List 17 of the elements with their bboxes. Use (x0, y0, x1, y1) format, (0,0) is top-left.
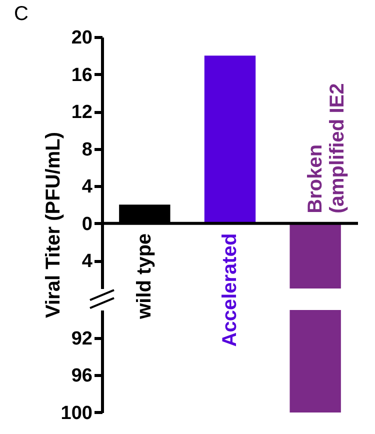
bar (290, 223, 341, 289)
x-tick-label: Broken (amplified IE2 (304, 83, 348, 214)
y-tick-label: 96 (71, 366, 92, 387)
y-axis-title: Viral Titer (PFU/mL) (42, 132, 64, 318)
y-tick-label: 8 (82, 139, 92, 160)
text: C (14, 3, 28, 25)
y-tick-label: 20 (71, 28, 92, 48)
x-tick-label: wild type (134, 233, 156, 320)
x-tick-label: Accelerated (219, 233, 241, 347)
y-tick-label: 4 (82, 176, 93, 198)
y-tick-label: 92 (71, 328, 92, 350)
y-tick-label: 0 (82, 214, 92, 235)
y-tick-label: 100 (60, 402, 92, 424)
y-tick-label: 4 (82, 251, 93, 272)
y-tick-label: 12 (71, 102, 92, 124)
bar (204, 56, 256, 224)
y-tick-label: 16 (71, 64, 92, 86)
